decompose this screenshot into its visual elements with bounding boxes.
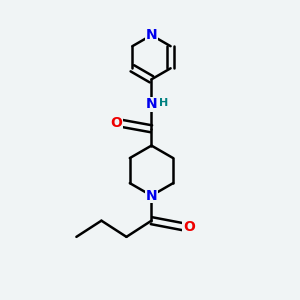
Text: N: N [146,98,157,111]
Text: O: O [183,220,195,234]
Text: N: N [146,189,157,202]
Text: H: H [159,98,169,108]
Text: N: N [146,28,157,42]
Text: O: O [110,116,122,130]
